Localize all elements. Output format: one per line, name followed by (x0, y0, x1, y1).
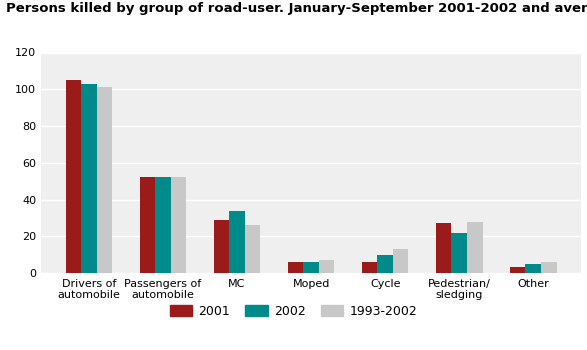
Bar (171, 177, 186, 273)
Bar (230, 211, 245, 273)
Bar (377, 255, 393, 273)
Bar (510, 267, 525, 273)
Bar (451, 233, 467, 273)
Bar (288, 262, 303, 273)
Bar (393, 249, 409, 273)
Bar (362, 262, 377, 273)
Bar (541, 262, 556, 273)
Bar (525, 264, 541, 273)
Bar (81, 84, 97, 273)
Bar (66, 80, 81, 273)
Bar (319, 260, 335, 273)
Bar (140, 177, 155, 273)
Bar (155, 177, 171, 273)
Bar (303, 262, 319, 273)
Bar (436, 223, 451, 273)
Bar (214, 220, 230, 273)
Bar (245, 225, 261, 273)
Bar (467, 222, 483, 273)
Text: Persons killed by group of road-user. January-September 2001-2002 and average 19: Persons killed by group of road-user. Ja… (6, 2, 587, 15)
Bar (97, 88, 112, 273)
Legend: 2001, 2002, 1993-2002: 2001, 2002, 1993-2002 (165, 300, 422, 323)
